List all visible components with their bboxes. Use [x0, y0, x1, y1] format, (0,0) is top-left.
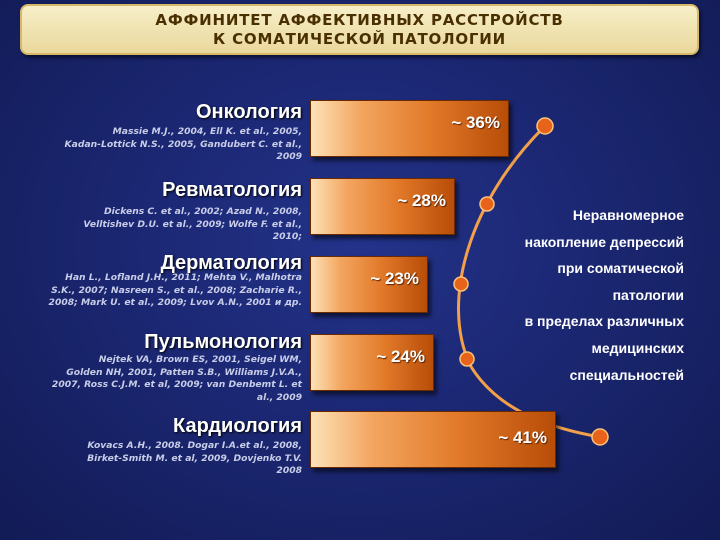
node-dots — [453, 117, 609, 446]
specialty-refs-rheumatology: Dickens C. et al., 2002; Azad N., 2008, … — [83, 206, 302, 242]
bar-dermatology: ~ 23% — [310, 256, 428, 313]
side-text: Неравномерное накопление депрессий при с… — [484, 202, 684, 388]
specialty-name-cardiology: Кардиология — [173, 415, 302, 437]
value-cardiology: ~ 41% — [498, 428, 547, 447]
side-text-line: Неравномерное — [572, 207, 684, 223]
bar-oncology: ~ 36% — [310, 100, 509, 157]
value-dermatology: ~ 23% — [370, 269, 419, 288]
specialty-name-oncology: Онкология — [195, 101, 302, 123]
value-rheumatology: ~ 28% — [397, 191, 446, 210]
bar-rheumatology: ~ 28% — [310, 178, 455, 235]
title-line-1: АФФИНИТЕТ АФФЕКТИВНЫХ РАССТРОЙСТВ — [155, 10, 564, 29]
node-dot-5 — [591, 428, 609, 446]
specialty-name-pulmonology: Пульмонология — [144, 331, 302, 353]
title-box: АФФИНИТЕТ АФФЕКТИВНЫХ РАССТРОЙСТВ К СОМА… — [20, 4, 699, 55]
specialty-refs-oncology: Massie M.J., 2004, Ell K. et al., 2005, … — [64, 126, 302, 162]
side-text-line: медицинских — [591, 339, 685, 356]
side-text-line: патологии — [612, 286, 684, 303]
specialty-refs-pulmonology: Nejtek VA, Brown ES, 2001, Seigel WM, Go… — [51, 354, 302, 403]
side-text-line: при соматической — [557, 260, 684, 277]
node-dot-3 — [453, 276, 469, 292]
node-dot-4 — [459, 351, 475, 367]
node-dot-2 — [479, 196, 495, 212]
value-oncology: ~ 36% — [451, 113, 500, 132]
specialty-refs-dermatology: Han L., Lofland J.H., 2011; Mehta V., Ma… — [48, 272, 302, 308]
specialty-refs-cardiology: Kovacs A.H., 2008. Dogar I.A.et al., 200… — [87, 440, 302, 476]
side-text-line: накопление депрессий — [524, 233, 684, 250]
specialty-name-dermatology: Дерматология — [160, 252, 302, 274]
node-dot-1 — [536, 117, 554, 135]
title-line-2: К СОМАТИЧЕСКОЙ ПАТОЛОГИИ — [213, 29, 506, 48]
side-text-line: в пределах различных — [524, 313, 684, 330]
specialty-name-rheumatology: Ревматология — [162, 179, 302, 201]
side-text-line: специальностей — [569, 366, 684, 383]
bar-pulmonology: ~ 24% — [310, 334, 434, 391]
bar-cardiology: ~ 41% — [310, 411, 556, 468]
value-pulmonology: ~ 24% — [376, 347, 425, 366]
